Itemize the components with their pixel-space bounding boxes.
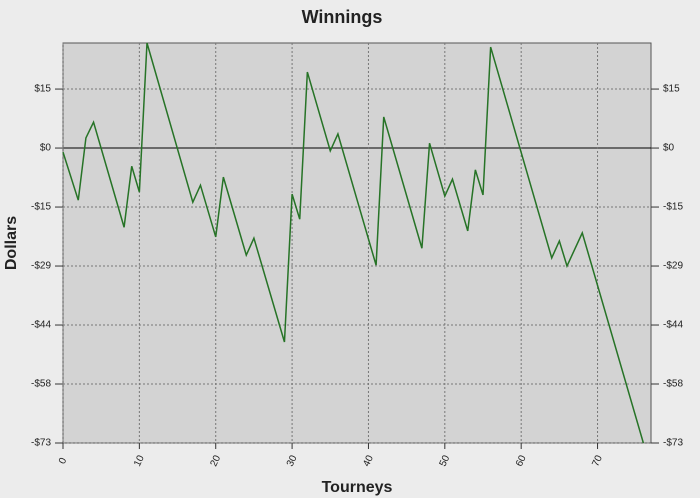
y2-tick-label: -$44 <box>663 320 683 331</box>
y-tick-label: -$58 <box>31 379 51 390</box>
x-tick-label: 60 <box>514 453 529 468</box>
y-tick-label: $0 <box>40 143 52 154</box>
x-axis-label: Tourneys <box>322 479 393 496</box>
y2-tick-label: -$73 <box>663 438 683 449</box>
y-axis-label: Dollars <box>3 216 20 270</box>
plot-area <box>62 42 652 444</box>
x-tick-label: 50 <box>438 453 453 468</box>
y2-tick-label: $0 <box>663 143 675 154</box>
y2-tick-label: $15 <box>663 84 680 95</box>
x-tick-label: 10 <box>132 453 147 468</box>
y-tick-label: -$15 <box>31 202 51 213</box>
y2-tick-label: -$58 <box>663 379 683 390</box>
y-tick-label: -$44 <box>31 320 51 331</box>
y2-tick-label: -$29 <box>663 261 683 272</box>
x-tick-label: 70 <box>590 453 605 468</box>
x-tick-label: 20 <box>209 453 224 468</box>
chart-title: Winnings <box>302 7 383 27</box>
x-tick-label: 40 <box>361 453 376 468</box>
y2-tick-label: -$15 <box>663 202 683 213</box>
y-tick-label: -$73 <box>31 438 51 449</box>
x-tick-label: 0 <box>57 456 70 466</box>
line <box>62 42 645 444</box>
y-tick-label: -$29 <box>31 261 51 272</box>
x-tick-label: 30 <box>285 453 300 468</box>
y-tick-label: $15 <box>34 84 51 95</box>
